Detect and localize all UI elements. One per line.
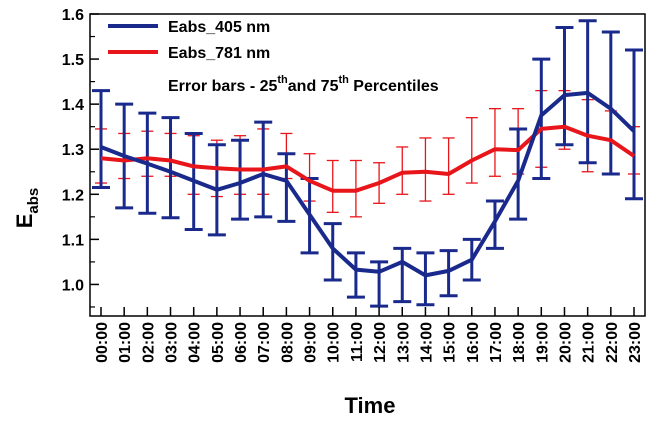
y-tick-label: 1.5: [62, 52, 84, 69]
x-tick-label: 08:00: [279, 322, 296, 363]
x-tick-label: 20:00: [557, 322, 574, 363]
y-axis: 1.0 1.1 1.2 1.3 1.4 1.5 1.6: [62, 7, 99, 308]
x-tick-label: 03:00: [164, 322, 181, 363]
x-axis-title: Time: [345, 393, 396, 418]
x-tick-label: 07:00: [256, 322, 273, 363]
x-tick-label: 02:00: [140, 322, 157, 363]
x-tick-label: 14:00: [418, 322, 435, 363]
x-tick-label: 17:00: [488, 322, 505, 363]
x-tick-label: 00:00: [94, 322, 111, 363]
annotation-middle: and 75: [288, 78, 339, 95]
y-tick-label: 1.6: [62, 7, 84, 24]
error-bars-781: [95, 89, 640, 218]
x-tick-label: 13:00: [395, 322, 412, 363]
annotation-sup2: th: [338, 74, 349, 86]
x-tick-label: 11:00: [349, 322, 366, 362]
error-bar-annotation: Error bars - 25thand 75th Percentiles: [168, 74, 439, 95]
x-tick-label: 05:00: [210, 322, 227, 363]
legend: Eabs_405 nm Eabs_781 nm: [108, 19, 270, 62]
x-tick-label: 21:00: [581, 322, 598, 363]
y-tick-label: 1.3: [62, 142, 84, 159]
x-axis: 00:00 01:00 02:00 03:00 04:00 05:00 06:00 07:00…: [94, 307, 644, 363]
x-tick-label: 18:00: [511, 322, 528, 363]
annotation-sup1: th: [277, 74, 288, 86]
x-tick-label: 10:00: [326, 322, 343, 363]
y-axis-title: Eabs: [12, 188, 42, 229]
y-tick-label: 1.1: [62, 232, 84, 249]
series-line-405: [100, 90, 636, 278]
x-tick-label: 06:00: [233, 322, 250, 363]
legend-label-405: Eabs_405 nm: [168, 19, 270, 36]
y-tick-label: 1.0: [62, 277, 84, 294]
error-bars-405: [92, 19, 643, 308]
x-tick-label: 22:00: [604, 322, 621, 363]
x-tick-label: 16:00: [465, 322, 482, 363]
y-axis-title-sub: abs: [25, 188, 42, 214]
x-tick-label: 01:00: [117, 322, 134, 363]
plot-frame: [89, 13, 646, 317]
legend-label-781: Eabs_781 nm: [168, 45, 270, 62]
series-line-781: [100, 124, 636, 193]
x-tick-label: 09:00: [303, 322, 320, 363]
y-tick-label: 1.2: [62, 187, 84, 204]
annotation-prefix: Error bars - 25: [168, 78, 277, 95]
x-tick-label: 04:00: [187, 322, 204, 363]
x-tick-label: 19:00: [534, 322, 551, 363]
x-tick-label: 15:00: [442, 322, 459, 363]
x-tick-label: 12:00: [372, 322, 389, 363]
y-axis-title-main: E: [12, 214, 37, 229]
y-tick-label: 1.4: [62, 97, 84, 114]
annotation-suffix: Percentiles: [349, 78, 439, 95]
x-tick-label: 23:00: [627, 322, 644, 363]
